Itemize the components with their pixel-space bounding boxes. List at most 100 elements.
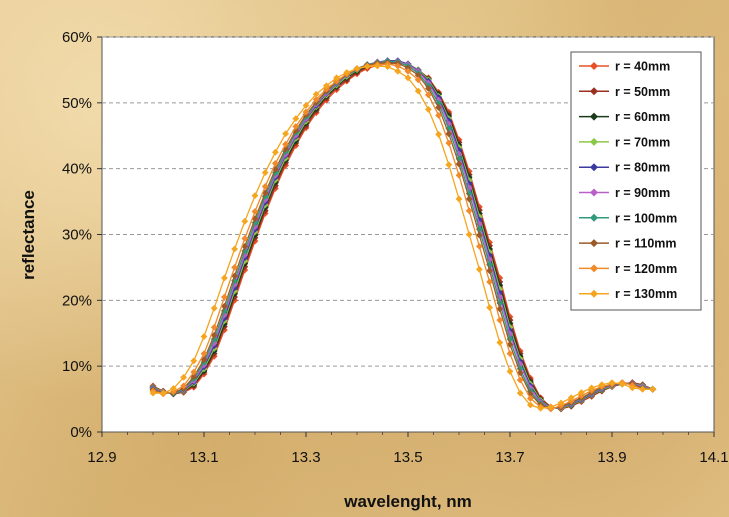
- legend-label: r = 40mm: [615, 60, 670, 74]
- data-point: [333, 74, 340, 82]
- data-point: [435, 131, 442, 138]
- y-tick-label: 10%: [62, 358, 92, 375]
- data-point: [282, 140, 289, 148]
- data-point: [516, 389, 524, 397]
- data-point: [476, 231, 483, 239]
- data-point: [159, 389, 167, 397]
- data-point: [496, 305, 504, 313]
- legend-item: r = 110mm: [579, 237, 677, 251]
- x-tick-label: 14.1: [699, 449, 728, 466]
- data-point: [180, 382, 187, 390]
- data-point: [221, 274, 228, 282]
- data-point: [404, 67, 412, 75]
- data-point: [649, 385, 657, 393]
- legend-item: r = 60mm: [579, 110, 670, 124]
- legend-marker: [590, 62, 598, 70]
- data-point: [404, 74, 412, 82]
- legend-marker: [590, 289, 598, 298]
- data-point: [476, 265, 483, 273]
- legend-marker: [590, 239, 598, 248]
- data-point: [302, 108, 310, 116]
- x-tick-label: 13.3: [291, 449, 320, 466]
- legend-label: r = 50mm: [615, 85, 670, 99]
- legend-marker: [590, 87, 598, 96]
- data-point: [149, 389, 157, 397]
- data-point: [557, 399, 565, 407]
- data-point: [363, 63, 371, 71]
- y-tick-label: 30%: [62, 227, 92, 244]
- legend-label: r = 110mm: [615, 237, 677, 251]
- data-point: [190, 368, 198, 376]
- data-point: [445, 130, 453, 138]
- y-tick-label: 50%: [62, 95, 92, 112]
- data-point: [394, 67, 402, 75]
- data-point: [414, 76, 422, 84]
- data-point: [384, 63, 391, 71]
- data-point: [272, 160, 279, 167]
- legend-label: r = 130mm: [615, 287, 677, 301]
- data-point: [465, 231, 473, 238]
- data-point: [190, 373, 198, 381]
- data-point: [455, 160, 463, 168]
- y-tick-label: 0%: [70, 424, 92, 441]
- data-point: [455, 171, 463, 179]
- data-point: [618, 380, 626, 388]
- legend-item: r = 40mm: [579, 60, 670, 74]
- data-point: [578, 389, 585, 396]
- legend-item: r = 70mm: [579, 135, 670, 149]
- data-point: [455, 155, 463, 163]
- data-point: [547, 403, 555, 411]
- data-point: [251, 219, 259, 227]
- legend-item: r = 100mm: [579, 211, 677, 225]
- legend-label: r = 60mm: [615, 110, 670, 124]
- data-point: [425, 106, 432, 113]
- data-point: [455, 146, 463, 154]
- data-point: [455, 150, 463, 158]
- data-point: [425, 91, 432, 99]
- data-point: [292, 123, 300, 130]
- legend-marker: [590, 112, 598, 121]
- data-point: [506, 368, 514, 375]
- data-point: [608, 379, 616, 387]
- data-point: [323, 82, 330, 90]
- data-point: [210, 339, 218, 347]
- data-point: [251, 208, 259, 215]
- legend-item: r = 120mm: [579, 262, 677, 276]
- y-tick-label: 20%: [62, 292, 92, 309]
- legend-label: r = 70mm: [615, 135, 670, 149]
- data-point: [231, 245, 238, 253]
- data-point: [272, 148, 279, 156]
- series-r-130mm: [149, 62, 657, 412]
- legend-label: r = 120mm: [615, 262, 677, 276]
- data-point: [200, 350, 208, 358]
- data-point: [261, 183, 269, 190]
- data-point: [465, 207, 473, 215]
- x-axis-title: wavelenght, nm: [343, 492, 472, 511]
- legend-label: r = 100mm: [615, 211, 677, 225]
- data-point: [170, 385, 177, 392]
- x-tick-label: 12.9: [87, 449, 116, 466]
- legend-label: r = 80mm: [615, 161, 670, 175]
- y-tick-label: 60%: [62, 29, 92, 46]
- data-point: [292, 115, 300, 123]
- data-point: [190, 357, 198, 365]
- legend-marker: [590, 163, 598, 172]
- data-point: [486, 304, 493, 311]
- x-tick-label: 13.9: [597, 449, 626, 466]
- data-point: [567, 394, 575, 402]
- legend-item: r = 90mm: [579, 186, 670, 200]
- data-point: [486, 267, 493, 275]
- data-point: [629, 384, 636, 392]
- data-point: [465, 195, 473, 203]
- data-point: [241, 235, 249, 242]
- data-point: [221, 293, 228, 301]
- data-point: [374, 62, 381, 70]
- data-point: [251, 192, 259, 200]
- axes: 0% 10% 20% 30% 40% 50% 60% 12.9 13.1 13.3 13.5 13.7…: [62, 29, 729, 466]
- data-point: [302, 102, 310, 109]
- data-point: [598, 381, 606, 388]
- data-point: [231, 281, 238, 288]
- data-point: [241, 242, 249, 250]
